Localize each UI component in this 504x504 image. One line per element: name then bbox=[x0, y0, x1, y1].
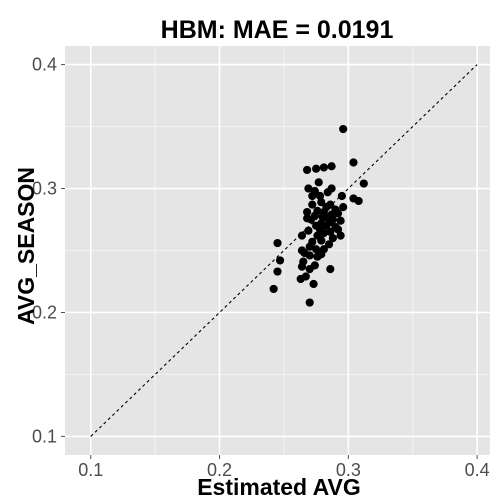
data-point bbox=[305, 251, 314, 260]
data-point bbox=[304, 226, 313, 235]
data-point bbox=[317, 198, 326, 207]
data-point bbox=[273, 238, 282, 248]
data-point bbox=[297, 231, 307, 240]
data-point bbox=[322, 221, 331, 230]
y-tick-label: 0.2 bbox=[32, 302, 57, 322]
data-point bbox=[303, 165, 312, 175]
data-point bbox=[324, 240, 334, 249]
data-point bbox=[336, 216, 345, 225]
data-point bbox=[296, 274, 305, 284]
x-tick-label: 0.1 bbox=[78, 460, 103, 480]
data-point bbox=[314, 178, 323, 187]
data-point bbox=[333, 209, 343, 218]
data-point bbox=[305, 242, 314, 251]
data-point bbox=[304, 184, 313, 193]
x-tick-label: 0.3 bbox=[336, 460, 361, 480]
y-tick-label: 0.3 bbox=[32, 179, 57, 199]
x-axis: 0.1 0.2 0.3 0.4 bbox=[78, 455, 490, 480]
data-point bbox=[317, 236, 326, 245]
data-point bbox=[305, 298, 314, 307]
data-point bbox=[359, 179, 368, 188]
data-point bbox=[273, 267, 282, 276]
data-point bbox=[308, 191, 317, 201]
data-point bbox=[319, 229, 328, 238]
x-axis-title: Estimated AVG bbox=[197, 474, 361, 500]
data-point bbox=[354, 196, 363, 206]
data-point bbox=[305, 264, 314, 274]
data-point bbox=[275, 256, 285, 265]
data-points bbox=[269, 124, 368, 307]
data-point bbox=[327, 162, 336, 171]
y-tick-label: 0.4 bbox=[32, 55, 57, 75]
chart-title: HBM: MAE = 0.0191 bbox=[161, 16, 394, 44]
data-point bbox=[336, 231, 345, 240]
data-point bbox=[313, 252, 322, 261]
data-point bbox=[269, 284, 278, 294]
data-point bbox=[333, 225, 343, 234]
data-point bbox=[337, 191, 346, 201]
data-point bbox=[326, 264, 335, 274]
data-point bbox=[308, 200, 317, 209]
data-point bbox=[349, 158, 358, 167]
x-tick-label: 0.4 bbox=[465, 460, 490, 480]
data-point bbox=[312, 245, 321, 254]
data-point bbox=[312, 164, 321, 173]
x-tick-label: 0.2 bbox=[207, 460, 232, 480]
data-point bbox=[306, 215, 316, 224]
data-point bbox=[328, 234, 337, 243]
data-point bbox=[319, 163, 328, 172]
identity-reference-line bbox=[90, 64, 478, 437]
data-point bbox=[297, 262, 307, 271]
data-point bbox=[326, 227, 335, 237]
data-point bbox=[303, 207, 312, 217]
y-axis: 0.1 0.2 0.3 0.4 bbox=[32, 55, 65, 446]
data-point bbox=[339, 203, 348, 212]
y-tick-label: 0.1 bbox=[32, 426, 57, 446]
data-point bbox=[315, 191, 325, 201]
data-point bbox=[309, 279, 318, 289]
minor-gridlines bbox=[65, 46, 490, 455]
data-point bbox=[323, 188, 332, 197]
data-point bbox=[339, 124, 348, 134]
y-axis-title: AVG_SEASON bbox=[13, 167, 39, 325]
major-gridlines bbox=[65, 46, 490, 455]
